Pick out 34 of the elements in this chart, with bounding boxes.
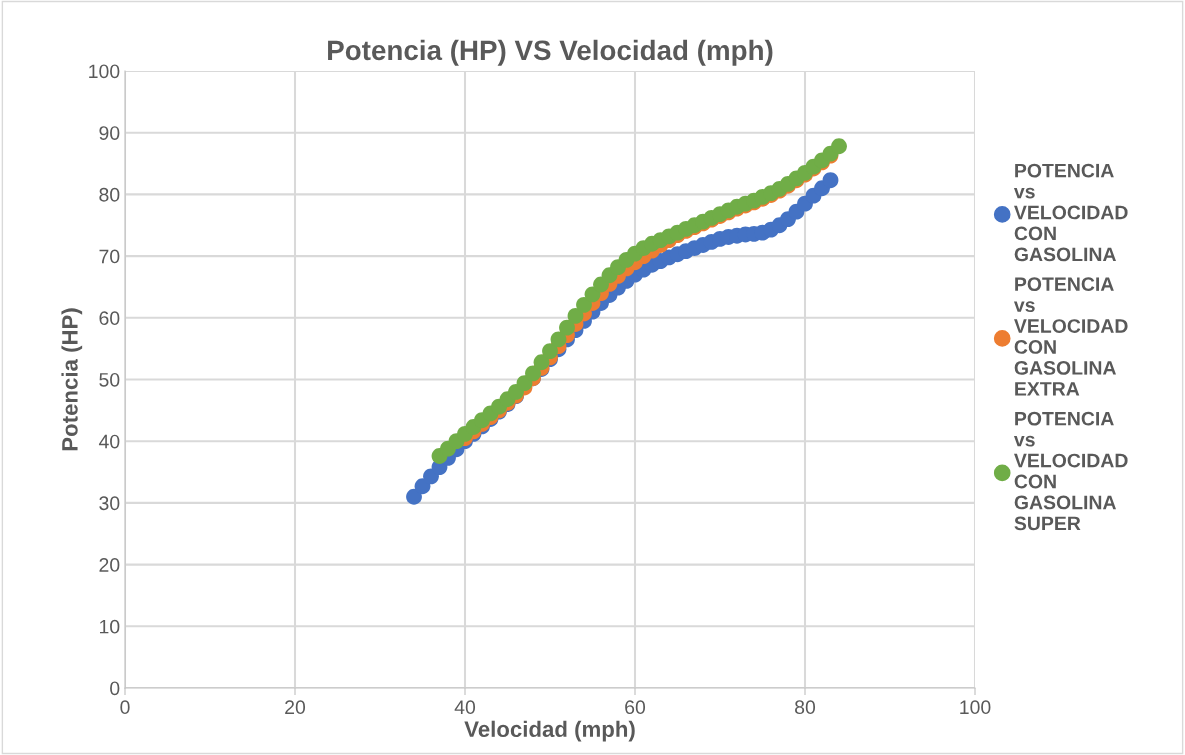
point (533, 354, 550, 371)
x-tick-label: 40 (454, 700, 476, 715)
x-tick-label: 60 (625, 700, 646, 715)
point (822, 172, 839, 189)
chart-title: Potencia (HP) VS Velocidad (mph) (328, 39, 773, 66)
point (831, 138, 847, 155)
point (525, 365, 541, 382)
y-tick-label: 90 (99, 126, 120, 140)
x-axis-title: Velocidad (mph) (464, 720, 635, 742)
y-tick-label: 10 (100, 619, 120, 634)
x-tick-label: 20 (285, 700, 306, 715)
y-tick-label: 100 (89, 64, 120, 79)
point (559, 319, 575, 336)
y-tick-label: 60 (99, 311, 120, 326)
point (567, 308, 584, 324)
y-tick-label: 50 (99, 372, 120, 387)
legend-label: POTENCIA vs VELOCIDAD CON GASOLINA EXTRA (1013, 277, 1128, 396)
y-tick-label: 0 (110, 681, 120, 696)
y-tick-label: 20 (99, 558, 120, 572)
x-tick-label: 0 (120, 700, 130, 715)
point (542, 343, 558, 360)
y-tick-label: 30 (99, 496, 120, 511)
point (516, 375, 533, 392)
y-tick-label: 70 (99, 249, 120, 264)
legend-label: POTENCIA vs VELOCIDAD CON GASOLINA SUPER (1013, 411, 1128, 531)
x-tick-label: 80 (795, 700, 816, 715)
point (550, 331, 567, 348)
y-tick-label: 80 (99, 187, 120, 202)
legend-label: POTENCIA vs VELOCIDAD CON GASOLINA (1013, 163, 1128, 262)
point (576, 296, 592, 313)
y-tick-label: 40 (98, 434, 120, 449)
y-axis-title: Potencia (HP) (61, 308, 83, 451)
point (406, 488, 422, 505)
x-tick-label: 100 (960, 700, 991, 715)
